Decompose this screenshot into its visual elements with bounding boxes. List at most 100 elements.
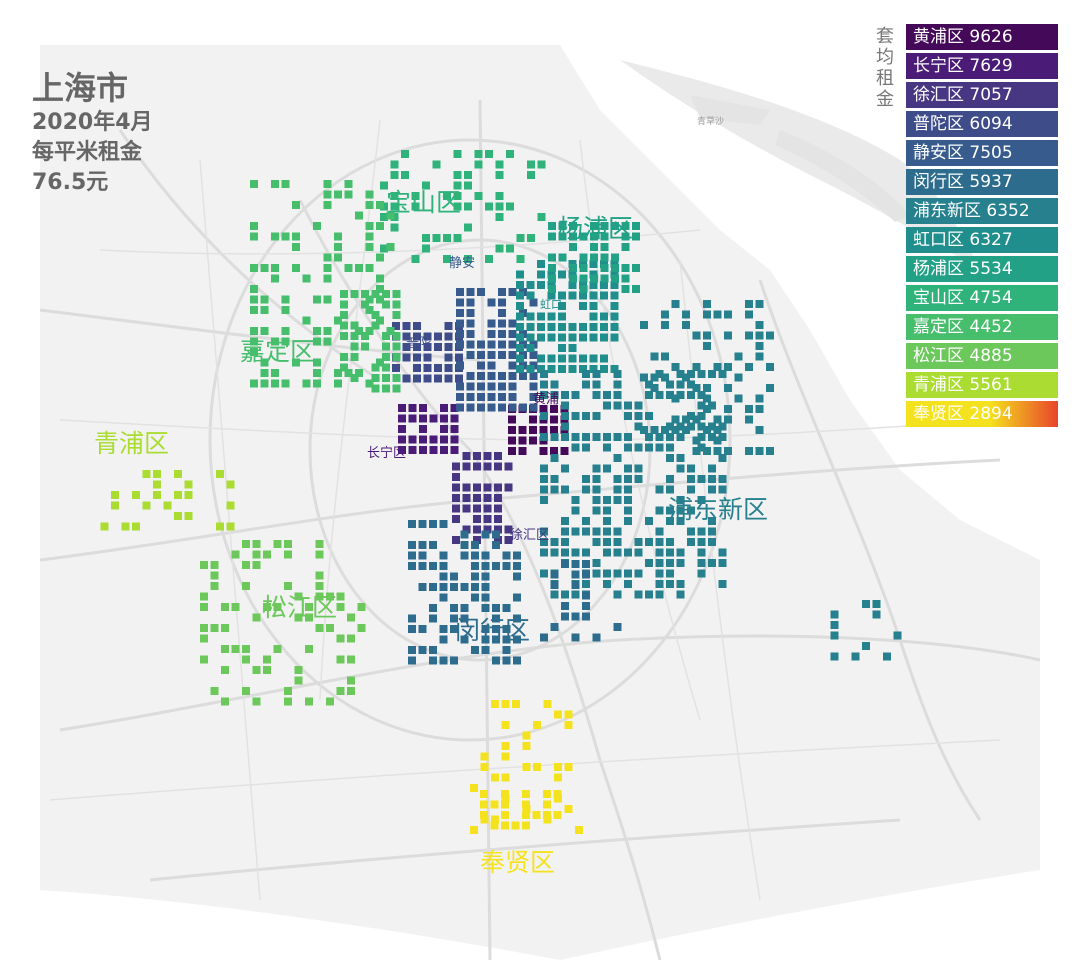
grid-cell [508,415,516,424]
grid-cell [250,379,258,388]
grid-cell [498,403,506,412]
grid-cell [634,590,643,599]
grid-cell [592,391,601,399]
grid-cell [250,337,258,346]
grid-cell [250,295,258,304]
grid-cell [708,475,716,483]
grid-cell [671,415,680,424]
grid-cell [582,380,590,389]
basemap-label: 青草沙 [697,115,724,127]
grid-cell [477,288,485,296]
grid-cell [603,506,611,515]
grid-cell [439,625,448,633]
grid-cell [494,462,502,471]
grid-cell [550,426,558,434]
grid-cell [547,291,556,300]
grid-cell [571,590,580,599]
grid-cell [650,384,659,392]
grid-cell [550,485,559,494]
grid-cell [502,635,511,644]
grid-cell [655,370,664,378]
grid-cell [294,676,303,685]
grid-cell [830,631,839,640]
grid-cell [474,160,483,169]
grid-cell [547,365,556,373]
grid-cell [589,365,598,373]
grid-cell [522,805,531,813]
grid-cell [242,582,250,590]
grid-cell [634,538,643,546]
grid-cell [460,551,469,560]
grid-cell [477,340,485,349]
grid-cell [455,353,463,362]
grid-cell [666,559,674,567]
grid-cell [548,222,556,230]
district-label-songjiang: 松江区 [262,593,338,622]
grid-cell [745,405,753,413]
grid-cell [697,443,706,452]
grid-cell [600,291,608,300]
grid-cell [121,522,130,531]
grid-cell [453,150,462,158]
grid-cell [724,331,732,340]
grid-cell [361,290,369,298]
grid-cell [529,415,537,424]
grid-cell [613,391,622,399]
grid-cell [655,590,664,599]
grid-cell [548,253,556,262]
grid-cell [413,322,421,330]
grid-cell [487,298,496,307]
grid-cell [624,496,632,504]
grid-cell [508,403,517,412]
grid-cell [713,310,722,319]
grid-cell [485,202,493,211]
district-label-fengxian: 奉贤区 [480,848,556,877]
grid-cell [697,422,706,431]
grid-cell [340,321,348,330]
grid-cell [142,470,151,478]
grid-cell [568,354,577,363]
grid-cell [613,623,622,631]
grid-cell [655,485,664,494]
grid-cell [408,562,416,570]
grid-cell [494,483,502,492]
grid-cell [537,160,546,169]
grid-cell [419,404,427,412]
grid-cell [250,306,258,314]
grid-cell [357,603,366,611]
grid-cell [340,332,348,340]
grid-cell [452,494,460,502]
grid-cell [376,253,384,262]
grid-cell [382,290,390,298]
grid-cell [650,373,659,382]
grid-cell [271,379,279,388]
grid-cell [336,603,345,611]
grid-cell [408,404,417,412]
grid-cell [483,483,492,492]
grid-cell [422,181,430,190]
grid-cell [365,201,374,209]
grid-cell [703,310,711,319]
grid-cell [401,150,409,158]
grid-cell [411,255,420,263]
grid-cell [508,288,517,296]
grid-cell [502,625,511,633]
grid-cell [550,454,559,462]
grid-cell [495,244,504,253]
grid-cell [697,391,706,399]
grid-cell [221,645,229,653]
small-label-hongkou: 虹口 [540,298,562,311]
grid-cell [462,452,471,460]
grid-cell [429,541,437,549]
grid-cell [540,485,548,494]
grid-cell [582,443,590,452]
grid-cell [501,800,509,809]
grid-cell [697,548,706,557]
grid-cell [284,687,292,695]
grid-cell [504,536,513,544]
grid-cell [561,548,569,557]
grid-cell [443,234,451,242]
grid-cell [516,333,524,342]
grid-cell [408,435,417,444]
grid-cell [376,222,384,230]
